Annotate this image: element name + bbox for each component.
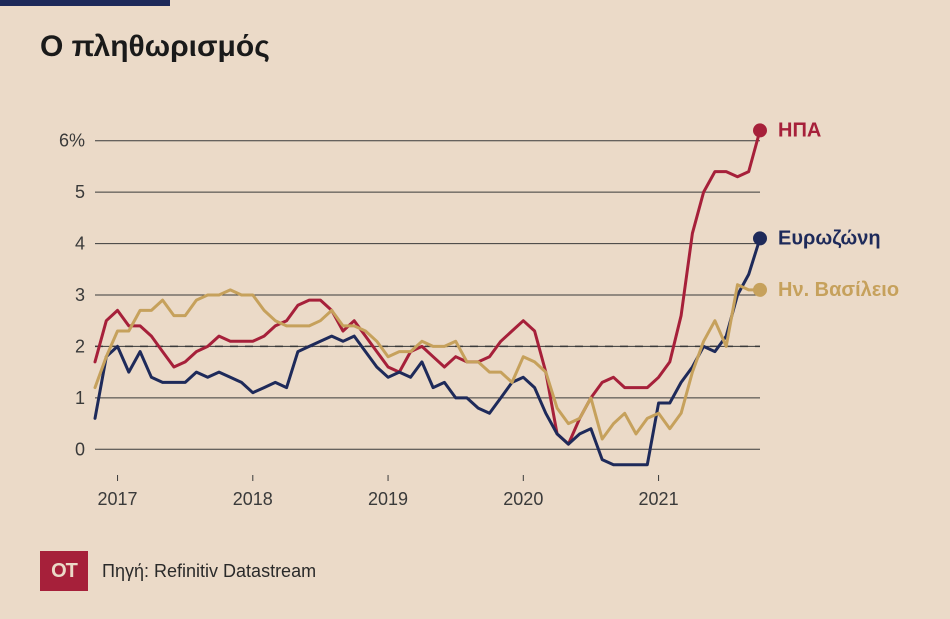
- series-label-usa: ΗΠΑ: [778, 119, 821, 141]
- y-tick-label: 3: [75, 285, 85, 305]
- series-label-eurozone: Ευρωζώνη: [778, 227, 881, 249]
- series-end-marker-usa: [753, 123, 767, 137]
- source-logo: OT: [40, 551, 88, 591]
- x-tick-label: 2020: [503, 489, 543, 509]
- y-tick-label: 0: [75, 439, 85, 459]
- series-line-uk: [95, 285, 760, 439]
- x-tick-label: 2019: [368, 489, 408, 509]
- series-end-marker-eurozone: [753, 231, 767, 245]
- top-accent-bar: [0, 0, 170, 6]
- chart-svg: 0 1 2 3 4 5 6% 2017 2018 2019 2020 2021 ΗΠΑ Ευρωζώνη Η…: [40, 95, 910, 525]
- footer: OT Πηγή: Refinitiv Datastream: [40, 551, 316, 591]
- y-tick-label: 2: [75, 336, 85, 356]
- y-tick-label: 5: [75, 182, 85, 202]
- x-tick-label: 2018: [233, 489, 273, 509]
- x-tick-label: 2021: [639, 489, 679, 509]
- logo-text: OT: [51, 560, 77, 583]
- y-tick-label: 1: [75, 388, 85, 408]
- inflation-line-chart: 0 1 2 3 4 5 6% 2017 2018 2019 2020 2021 ΗΠΑ Ευρωζώνη Η…: [40, 95, 910, 525]
- page: Ο πληθωρισμός 0 1 2 3 4 5 6% 2017 2018 2019 2020 20…: [0, 0, 950, 619]
- series-line-usa: [95, 130, 760, 444]
- y-tick-label: 6%: [59, 131, 85, 151]
- series-end-marker-uk: [753, 283, 767, 297]
- y-tick-label: 4: [75, 234, 85, 254]
- series-label-uk: Ην. Βασίλειο: [778, 279, 899, 301]
- chart-title: Ο πληθωρισμός: [40, 30, 270, 64]
- source-label: Πηγή: Refinitiv Datastream: [102, 561, 316, 582]
- x-tick-label: 2017: [98, 489, 138, 509]
